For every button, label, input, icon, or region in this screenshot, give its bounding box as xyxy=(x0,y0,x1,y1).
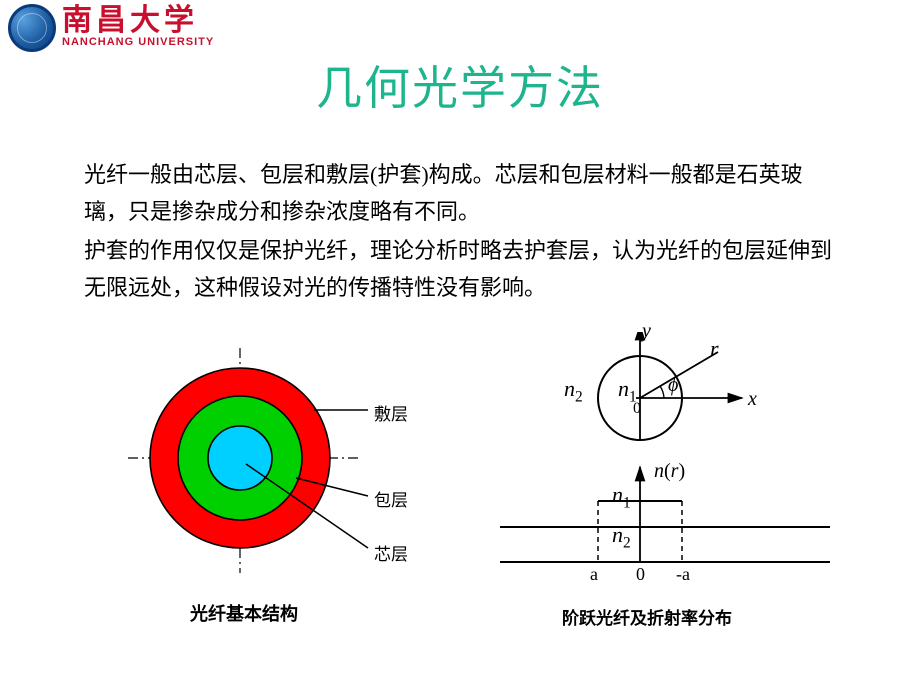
figure-step-index: y x r ϕ n2 n1 0 n(r) n1 n2 a 0 -a 阶跃光纤及折… xyxy=(490,332,850,642)
logo-text-block: 南昌大学 NANCHANG UNIVERSITY xyxy=(62,6,214,49)
label-a: a xyxy=(590,564,598,585)
label-nr: n(r) xyxy=(654,460,685,483)
label-r: r xyxy=(710,336,719,362)
label-x: x xyxy=(748,388,757,411)
label-y: y xyxy=(642,320,651,343)
figure-fiber-structure: 敷层 包层 芯层 光纤基本结构 xyxy=(128,348,428,628)
caption-left: 光纤基本结构 xyxy=(190,600,298,626)
paragraph-1: 光纤一般由芯层、包层和敷层(护套)构成。芯层和包层材料一般都是石英玻璃，只是掺杂… xyxy=(84,156,844,231)
label-n2-top: n2 xyxy=(564,376,583,406)
label-cladding: 包层 xyxy=(374,486,408,511)
ring-core xyxy=(208,426,272,490)
label-core: 芯层 xyxy=(374,540,408,565)
label-outer-layer: 敷层 xyxy=(374,400,408,425)
logo-text-cn: 南昌大学 xyxy=(62,6,214,36)
label-neg-a: -a xyxy=(676,564,690,585)
label-zero-top: 0 xyxy=(633,400,641,418)
paragraph-2: 护套的作用仅仅是保护光纤，理论分析时略去护套层，认为光纤的包层延伸到无限远处，这… xyxy=(84,232,844,307)
logo-seal-icon xyxy=(8,4,56,52)
caption-right: 阶跃光纤及折射率分布 xyxy=(562,604,732,629)
university-logo: 南昌大学 NANCHANG UNIVERSITY xyxy=(8,4,214,52)
label-n1-bottom: n1 xyxy=(612,482,631,512)
label-phi: ϕ xyxy=(668,374,678,397)
page-title: 几何光学方法 xyxy=(0,52,920,118)
label-zero-bottom: 0 xyxy=(636,564,645,585)
logo-text-en: NANCHANG UNIVERSITY xyxy=(62,36,214,49)
label-n2-bottom: n2 xyxy=(612,522,631,552)
